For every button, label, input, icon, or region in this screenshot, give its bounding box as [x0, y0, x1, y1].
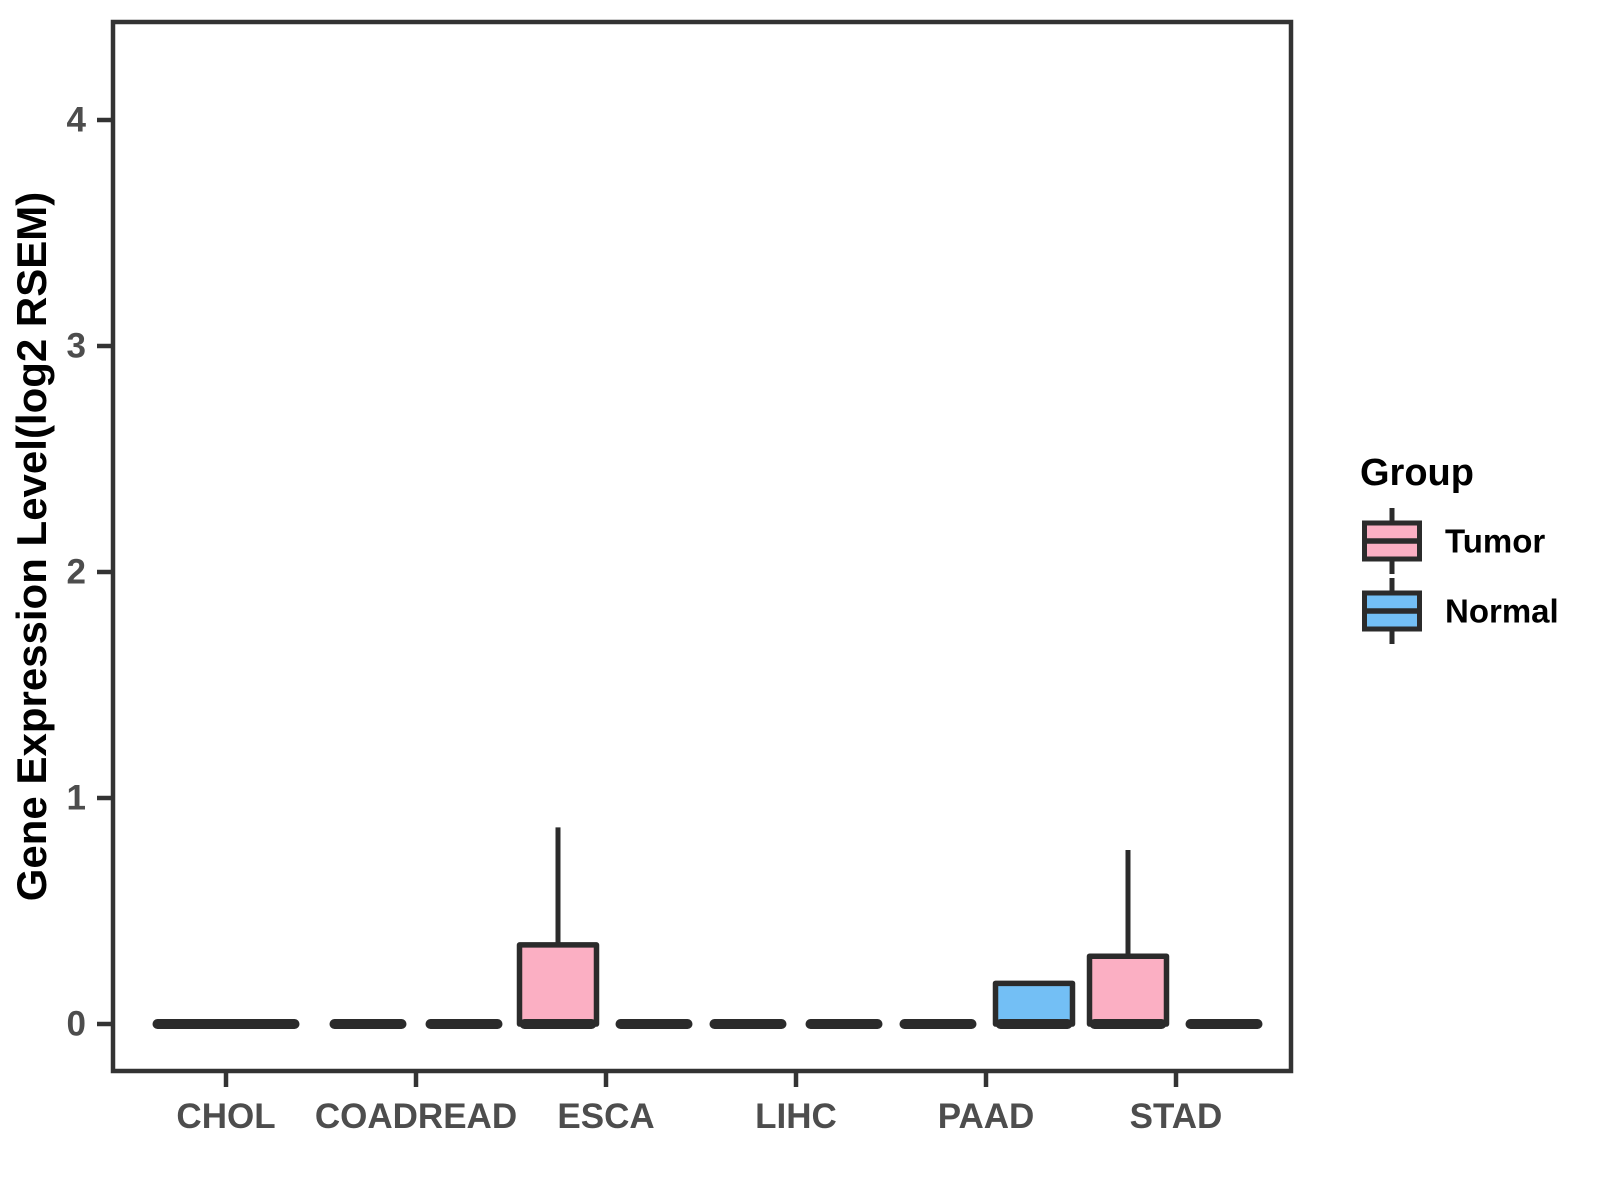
- x-axis-label: COADREAD: [315, 1097, 517, 1136]
- y-axis-tick-label: 2: [67, 553, 86, 592]
- legend-title: Group: [1360, 452, 1474, 494]
- x-axis-label: PAAD: [938, 1097, 1035, 1136]
- box-stad-tumor: [1086, 953, 1170, 1027]
- legend-label-tumor: Tumor: [1445, 523, 1545, 560]
- x-axis-label: LIHC: [755, 1097, 837, 1136]
- x-axis-label: CHOL: [176, 1097, 275, 1136]
- box-esca-tumor: [516, 942, 600, 1027]
- x-axis-label: ESCA: [557, 1097, 654, 1136]
- legend-label-normal: Normal: [1445, 593, 1559, 630]
- box-paad-normal: [992, 980, 1076, 1027]
- y-axis-title: Gene Expression Level(log2 RSEM): [8, 192, 55, 902]
- y-axis-tick-label: 3: [67, 327, 86, 366]
- x-axis-label: STAD: [1130, 1097, 1223, 1136]
- y-axis-tick-label: 0: [67, 1005, 86, 1044]
- y-axis-tick-label: 4: [67, 101, 87, 140]
- plot-panel: [110, 19, 1294, 1074]
- y-axis-tick-label: 1: [67, 779, 86, 818]
